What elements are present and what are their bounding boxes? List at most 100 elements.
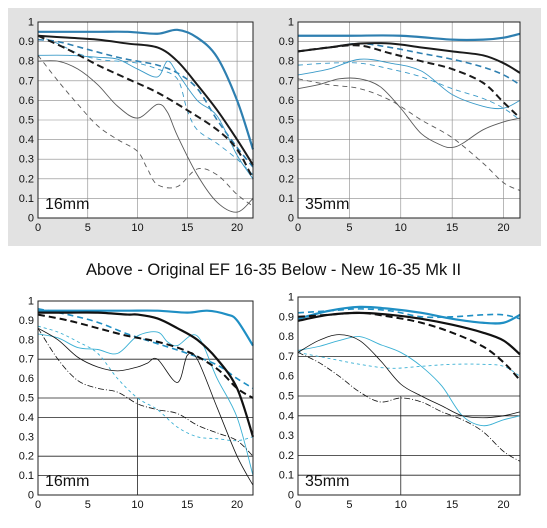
mtf-series-line-8 [297, 78, 521, 191]
y-tick-label: 1 [288, 17, 294, 29]
focal-length-label: 35mm [305, 196, 349, 213]
y-tick-label: 0.1 [19, 193, 34, 205]
mtf-series-line-3 [37, 54, 254, 180]
x-tick-label: 15 [181, 222, 193, 234]
x-tick-label: 5 [346, 499, 352, 511]
y-tick-label: 0.5 [279, 115, 294, 127]
mtf-chart-mk2-35mm: 00.10.20.30.40.50.60.70.80.910 5 10 15 2035m… [279, 292, 521, 511]
y-tick-label: 0.4 [279, 410, 294, 422]
grid [298, 22, 520, 218]
y-tick-label: 0.3 [19, 431, 34, 443]
y-tick-label: 0.5 [19, 115, 34, 127]
x-tick-label: 0 [35, 499, 41, 511]
y-tick-label: 0 [288, 490, 294, 502]
comparison-caption: Above - Original EF 16-35 Below - New 16… [85, 261, 462, 279]
y-tick-label: 0.9 [279, 311, 294, 323]
x-tick-label: 10 [131, 499, 143, 511]
mtf-series-line-3 [297, 58, 521, 110]
x-tick-label: 20 [231, 499, 243, 511]
y-tick-label: 0.2 [19, 451, 34, 463]
y-tick-label: 0.1 [279, 193, 294, 205]
focal-length-label: 35mm [305, 473, 349, 490]
y-tick-label: 0.7 [19, 354, 34, 366]
mtf-series-line-4 [37, 35, 254, 176]
y-tick-label: 0.4 [279, 134, 294, 146]
y-tick-label: 1 [28, 296, 34, 308]
y-tick-label: 1 [28, 17, 34, 29]
mtf-series-line-1 [297, 305, 521, 325]
y-tick-label: 0 [28, 490, 34, 502]
plot-frame [297, 296, 521, 496]
mtf-series-line-5 [37, 34, 254, 166]
mtf-series-line-6 [297, 311, 521, 381]
x-tick-label: 0 [295, 499, 301, 511]
y-tick-label: 0.6 [19, 373, 34, 385]
y-tick-label: 0.8 [19, 334, 34, 346]
y-tick-label: 0.5 [19, 393, 34, 405]
y-tick-label: 0.9 [19, 315, 34, 327]
mtf-series-line-1 [38, 28, 255, 150]
y-tick-label: 0.2 [19, 173, 34, 185]
mtf-series-line-7 [297, 334, 521, 419]
focal-length-label: 16mm [45, 196, 89, 213]
mtf-series-line-2 [37, 307, 254, 389]
mtf-chart-original-16mm: 00.10.20.30.40.50.60.70.80.910 5 10 15 2016m… [19, 17, 255, 234]
mtf-series-line-3 [37, 331, 254, 476]
y-tick-label: 0.3 [279, 154, 294, 166]
plot-frame [37, 21, 254, 219]
grid [298, 356, 520, 495]
x-tick-label: 20 [497, 499, 509, 511]
y-tick-label: 1 [288, 292, 294, 304]
y-tick-label: 0.9 [279, 36, 294, 48]
y-tick-label: 0.9 [19, 36, 34, 48]
x-tick-label: 0 [295, 222, 301, 234]
y-tick-label: 0.4 [19, 412, 34, 424]
mtf-series-line-1 [298, 32, 521, 42]
y-tick-label: 0.8 [19, 56, 34, 68]
x-tick-label: 10 [131, 222, 143, 234]
x-tick-label: 5 [346, 222, 352, 234]
mtf-series-line-5 [38, 311, 255, 438]
mtf-series-line-8 [37, 327, 254, 457]
mtf-series-line-2 [297, 308, 521, 320]
plot-frame [297, 21, 521, 219]
x-tick-label: 10 [395, 499, 407, 511]
x-tick-label: 15 [181, 499, 193, 511]
mtf-series-line-6 [37, 313, 254, 399]
y-tick-label: 0.8 [279, 331, 294, 343]
y-tick-label: 0.6 [19, 95, 34, 107]
mtf-chart-mk2-16mm: 00.10.20.30.40.50.60.70.80.910 5 10 15 2016m… [19, 296, 255, 511]
y-tick-label: 0.2 [279, 450, 294, 462]
mtf-series-line-4 [297, 62, 521, 121]
y-tick-label: 0.3 [19, 154, 34, 166]
x-tick-label: 15 [446, 222, 458, 234]
mtf-series-line-3 [297, 336, 521, 427]
x-tick-label: 10 [395, 222, 407, 234]
x-tick-label: 5 [85, 222, 91, 234]
y-tick-label: 0.7 [279, 351, 294, 363]
y-tick-label: 0.4 [19, 134, 34, 146]
y-tick-label: 0.7 [19, 75, 34, 87]
y-tick-label: 0 [288, 213, 294, 225]
y-tick-label: 0.6 [279, 371, 294, 383]
mtf-series-line-1 [37, 309, 254, 347]
mtf-series-line-5 [297, 42, 521, 74]
mtf-series-line-6 [37, 34, 254, 180]
y-tick-label: 0.6 [279, 95, 294, 107]
x-tick-label: 15 [446, 499, 458, 511]
mtf-series-line-2 [37, 38, 254, 168]
x-tick-label: 0 [35, 222, 41, 234]
y-tick-label: 0.8 [279, 56, 294, 68]
plot-frame [37, 300, 254, 496]
mtf-series-line-7 [37, 60, 254, 213]
x-tick-label: 5 [85, 499, 91, 511]
mtf-series-line-8 [297, 352, 521, 462]
x-tick-label: 20 [497, 222, 509, 234]
mtf-series-line-7 [37, 327, 254, 486]
focal-length-label: 16mm [45, 473, 89, 490]
y-tick-label: 0.2 [279, 173, 294, 185]
mtf-series-line-8 [37, 55, 254, 207]
x-tick-label: 20 [231, 222, 243, 234]
y-tick-label: 0.7 [279, 75, 294, 87]
mtf-series-line-7 [297, 77, 521, 149]
